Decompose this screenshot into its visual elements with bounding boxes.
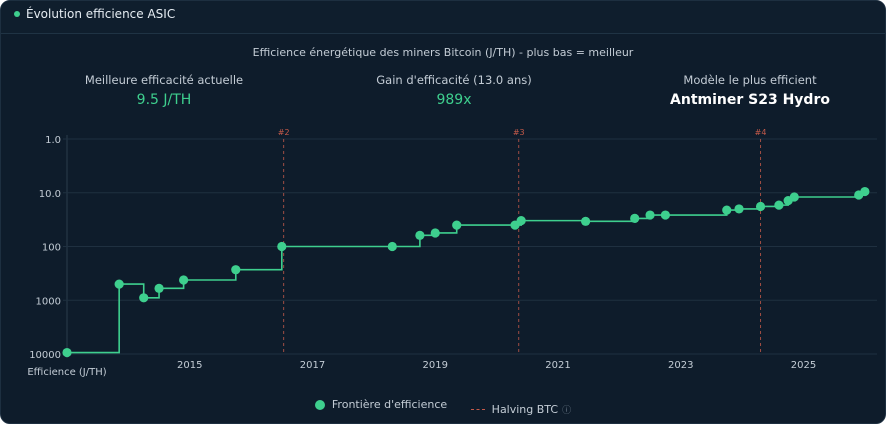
y-tick-label: 1.0 — [45, 135, 61, 146]
card-header: Évolution efficience ASIC — [1, 1, 885, 34]
legend-label: Frontière d'efficience — [331, 398, 448, 411]
frontier-point — [139, 293, 149, 303]
chart-subtitle: Efficience énergétique des miners Bitcoi… — [252, 46, 634, 59]
chart-legend: Frontière d'efficience Halving BTC ⓘ — [1, 398, 885, 416]
frontier-point — [789, 192, 799, 202]
legend-dashed-line-icon — [470, 408, 485, 410]
frontier-point — [630, 213, 640, 223]
frontier-point — [154, 283, 164, 293]
x-tick-label: 2023 — [668, 360, 693, 371]
card-title: Évolution efficience ASIC — [26, 7, 176, 21]
x-tick-label: 2025 — [791, 360, 816, 371]
halving-label: #3 — [513, 128, 525, 137]
kpi-best-efficiency: Meilleure efficacité actuelle 9.5 J/TH — [34, 73, 294, 108]
legend-item-frontier[interactable]: Frontière d'efficience — [314, 398, 448, 411]
kpi-efficiency-gain: Gain d'efficacité (13.0 ans) 989x — [324, 73, 584, 108]
kpi-label: Gain d'efficacité (13.0 ans) — [376, 73, 532, 87]
frontier-point — [415, 230, 425, 240]
x-tick-label: 2019 — [423, 360, 448, 371]
frontier-step-line — [67, 191, 866, 354]
legend-dot-icon — [314, 399, 325, 410]
y-tick-label: 100 — [42, 243, 61, 254]
frontier-point — [452, 220, 462, 230]
kpi-most-efficient-model: Modèle le plus efficient Antminer S23 Hy… — [620, 73, 880, 108]
x-tick-label: 2015 — [177, 360, 202, 371]
frontier-point — [179, 275, 189, 285]
frontier-point — [755, 201, 766, 212]
frontier-point — [722, 205, 732, 215]
frontier-point — [114, 279, 124, 289]
frontier-point — [430, 228, 440, 238]
y-tick-label: 10.0 — [39, 189, 61, 200]
y-axis-label: Efficience (J/TH) — [27, 367, 106, 378]
kpi-label: Modèle le plus efficient — [683, 73, 817, 87]
frontier-point — [860, 186, 870, 197]
legend-item-halving[interactable]: Halving BTC ⓘ — [470, 402, 572, 416]
frontier-point — [774, 200, 784, 210]
halving-label: #4 — [755, 128, 767, 137]
kpi-value: Antminer S23 Hydro — [670, 92, 830, 108]
halving-label: #2 — [278, 128, 290, 137]
frontier-point — [62, 347, 72, 358]
kpi-value: 9.5 J/TH — [136, 92, 192, 108]
frontier-point — [387, 241, 397, 252]
frontier-point — [734, 204, 744, 214]
frontier-point — [231, 265, 241, 275]
frontier-point — [581, 216, 591, 226]
y-tick-label: 1000 — [36, 296, 61, 307]
frontier-point — [645, 210, 655, 220]
kpi-value: 989x — [436, 92, 472, 108]
frontier-point — [660, 210, 670, 220]
frontier-point — [277, 241, 287, 252]
x-tick-label: 2021 — [545, 360, 570, 371]
info-icon[interactable]: ⓘ — [562, 405, 572, 416]
x-tick-label: 2017 — [300, 360, 325, 371]
legend-label: Halving BTC — [491, 402, 559, 416]
frontier-point — [516, 216, 526, 226]
y-tick-label: 10000 — [29, 350, 61, 361]
kpi-label: Meilleure efficacité actuelle — [84, 73, 244, 87]
status-dot-icon — [14, 11, 20, 17]
